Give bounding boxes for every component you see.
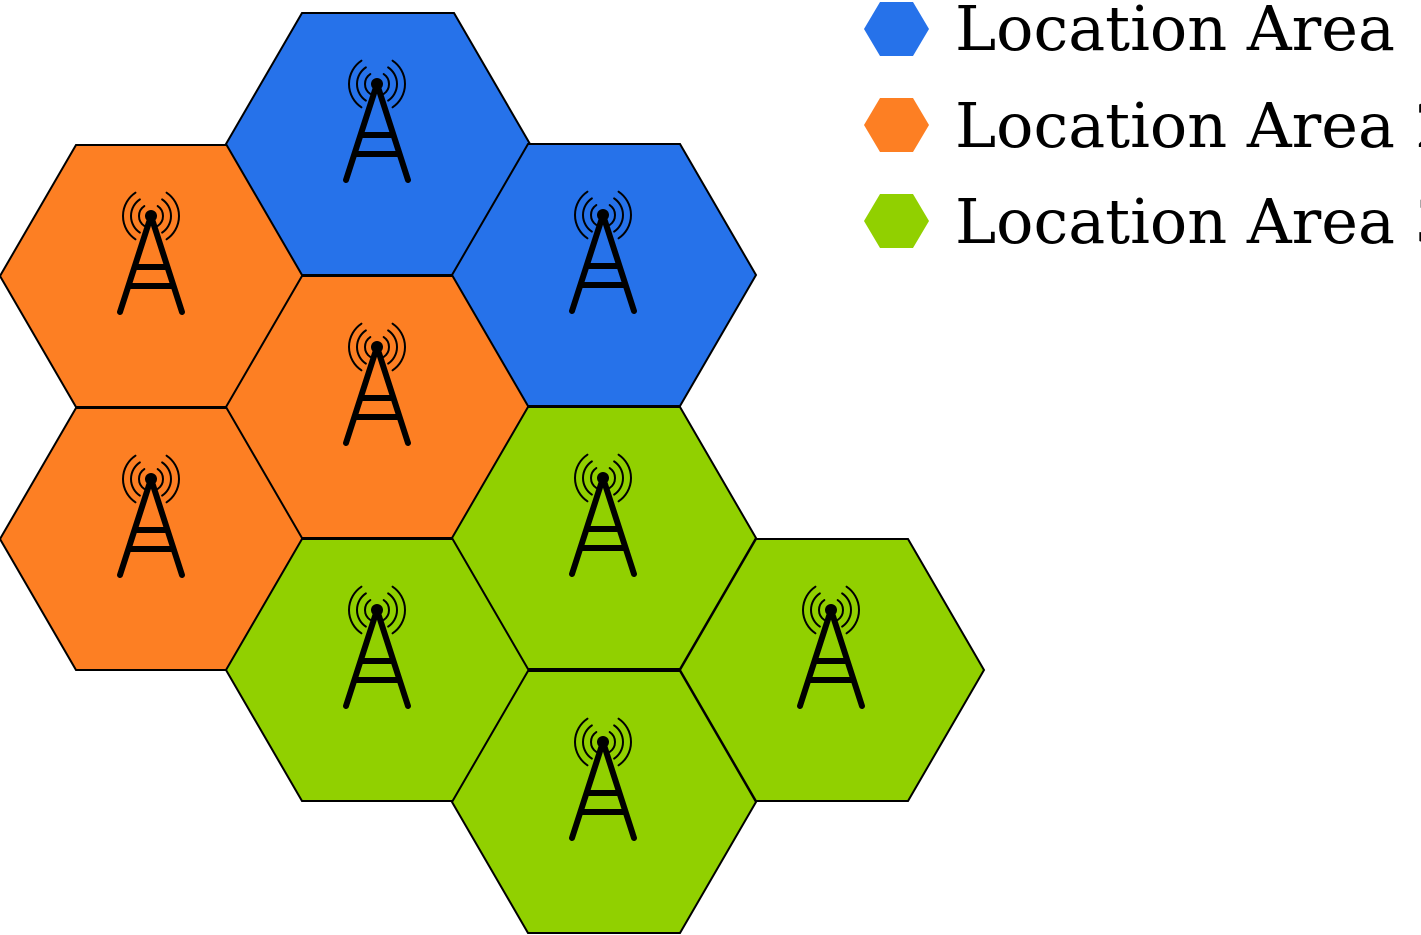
- cell-tower-icon: [117, 454, 185, 578]
- legend-item-area-2: Location Area 2: [864, 89, 1421, 162]
- cell-area-1: [450, 143, 758, 407]
- cell-area-1: [224, 12, 532, 276]
- hexagon-icon: [864, 98, 929, 152]
- legend-item-area-1: Location Area 1: [864, 0, 1421, 65]
- hexagon-icon: [864, 2, 929, 56]
- cell-tower-icon: [343, 59, 411, 183]
- hexagon-icon: [864, 194, 929, 248]
- legend-label: Location Area 1: [955, 0, 1421, 65]
- cell-area-3: [450, 670, 758, 934]
- cells-layer: [0, 12, 986, 934]
- cell-tower-icon: [797, 585, 865, 709]
- cell-area-3: [678, 538, 986, 802]
- legend-label: Location Area 2: [955, 89, 1421, 162]
- legend-label: Location Area 3: [955, 185, 1421, 258]
- cell-tower-icon: [569, 190, 637, 314]
- cell-tower-icon: [569, 453, 637, 577]
- cell-tower-icon: [343, 585, 411, 709]
- cell-tower-icon: [117, 191, 185, 315]
- legend: Location Area 1 Location Area 2 Location…: [864, 0, 1421, 258]
- cell-tower-icon: [343, 322, 411, 446]
- cell-tower-icon: [569, 717, 637, 841]
- legend-item-area-3: Location Area 3: [864, 185, 1421, 258]
- hexagon-cell: [678, 538, 986, 802]
- cell-area-2: [0, 144, 306, 408]
